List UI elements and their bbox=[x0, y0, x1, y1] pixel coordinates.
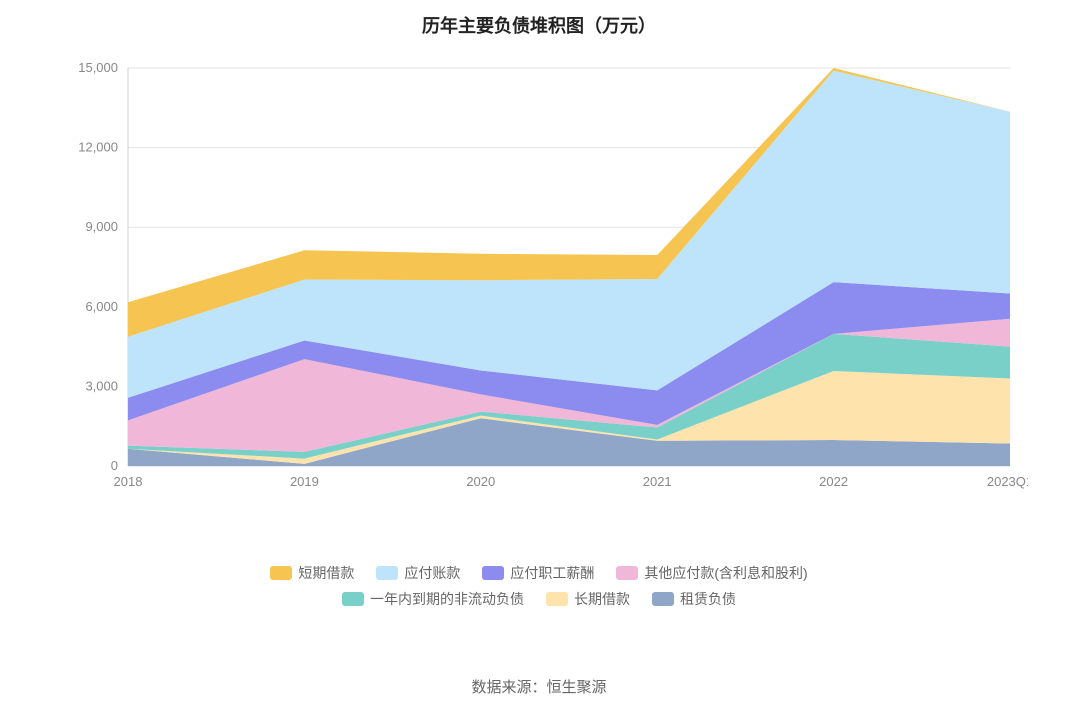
legend-swatch bbox=[652, 592, 674, 606]
svg-text:9,000: 9,000 bbox=[85, 219, 118, 234]
svg-text:3,000: 3,000 bbox=[85, 378, 118, 393]
legend-label: 租赁负债 bbox=[680, 586, 736, 612]
chart-title: 历年主要负债堆积图（万元） bbox=[0, 0, 1078, 38]
legend-item[interactable]: 应付职工薪酬 bbox=[482, 560, 594, 586]
svg-text:2020: 2020 bbox=[466, 474, 495, 489]
legend-label: 其他应付款(含利息和股利) bbox=[644, 560, 807, 586]
stacked-area-chart: 0 3,000 6,000 9,000 12,000 15,000 2018 2019 2020… bbox=[50, 50, 1028, 500]
legend-swatch bbox=[376, 566, 398, 580]
legend-swatch bbox=[616, 566, 638, 580]
legend-label: 一年内到期的非流动负债 bbox=[370, 586, 524, 612]
legend-row: 一年内到期的非流动负债 长期借款 租赁负债 bbox=[0, 586, 1078, 612]
legend-item[interactable]: 短期借款 bbox=[270, 560, 354, 586]
legend-label: 应付账款 bbox=[404, 560, 460, 586]
svg-text:0: 0 bbox=[111, 458, 118, 473]
svg-text:12,000: 12,000 bbox=[78, 140, 118, 155]
svg-text:2019: 2019 bbox=[290, 474, 319, 489]
legend-item[interactable]: 长期借款 bbox=[546, 586, 630, 612]
legend-item[interactable]: 一年内到期的非流动负债 bbox=[342, 586, 524, 612]
svg-text:2018: 2018 bbox=[114, 474, 143, 489]
data-source-label: 数据来源：恒生聚源 bbox=[0, 676, 1078, 697]
legend-label: 短期借款 bbox=[298, 560, 354, 586]
svg-text:6,000: 6,000 bbox=[85, 299, 118, 314]
svg-text:15,000: 15,000 bbox=[78, 60, 118, 75]
legend-item[interactable]: 租赁负债 bbox=[652, 586, 736, 612]
chart-container: 历年主要负债堆积图（万元） 0 3,000 6,000 9,000 12,000 15,0… bbox=[0, 0, 1078, 722]
legend-swatch bbox=[546, 592, 568, 606]
legend-label: 长期借款 bbox=[574, 586, 630, 612]
svg-text:2023Q1: 2023Q1 bbox=[987, 474, 1028, 489]
chart-plot-area: 0 3,000 6,000 9,000 12,000 15,000 2018 2019 2020… bbox=[50, 50, 1028, 500]
svg-text:2022: 2022 bbox=[819, 474, 848, 489]
svg-text:2021: 2021 bbox=[643, 474, 672, 489]
legend-swatch bbox=[270, 566, 292, 580]
legend-row: 短期借款 应付账款 应付职工薪酬 其他应付款(含利息和股利) bbox=[0, 560, 1078, 586]
legend-label: 应付职工薪酬 bbox=[510, 560, 594, 586]
legend-item[interactable]: 应付账款 bbox=[376, 560, 460, 586]
legend-item[interactable]: 其他应付款(含利息和股利) bbox=[616, 560, 807, 586]
legend-swatch bbox=[342, 592, 364, 606]
chart-legend: 短期借款 应付账款 应付职工薪酬 其他应付款(含利息和股利) 一年内到期的非流动负债 长期… bbox=[0, 560, 1078, 612]
legend-swatch bbox=[482, 566, 504, 580]
